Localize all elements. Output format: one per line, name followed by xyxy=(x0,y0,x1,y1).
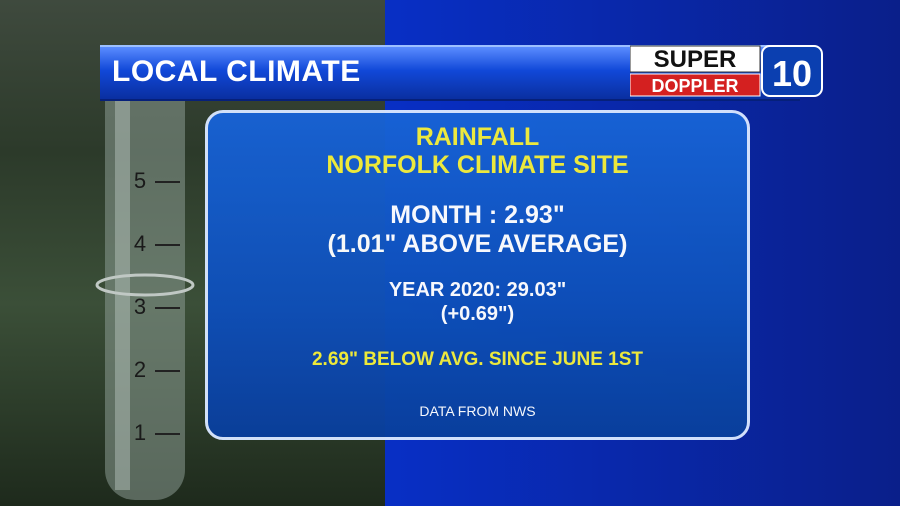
logo-top xyxy=(630,45,761,73)
logo-badge xyxy=(761,45,823,97)
gauge-label: 4 xyxy=(134,231,146,256)
year-departure: (+0.69") xyxy=(440,303,515,325)
panel-title: RAINFALL xyxy=(415,123,540,151)
info-panel: RAINFALL NORFOLK CLIMATE SITE MONTH : 2.… xyxy=(205,110,750,440)
logo-line2: DOPPLER xyxy=(651,76,738,96)
logo-number: 10 xyxy=(772,53,812,94)
year-total: YEAR 2020: 29.03" xyxy=(388,279,567,301)
panel-subtitle: NORFOLK CLIMATE SITE xyxy=(326,151,629,179)
gauge-shine xyxy=(115,80,130,490)
logo-bottom xyxy=(630,73,761,97)
gauge-label: 1 xyxy=(134,420,146,445)
gauge-tube xyxy=(105,70,185,500)
gauge-label: 2 xyxy=(134,357,146,382)
gauge-label: 5 xyxy=(134,168,146,193)
source: DATA FROM NWS xyxy=(419,403,536,419)
header-title: LOCAL CLIMATE xyxy=(112,55,361,88)
logo: SUPER DOPPLER 10 xyxy=(630,45,823,97)
gauge: 5 4 3 2 1 xyxy=(95,70,195,500)
logo-line1: SUPER xyxy=(654,46,737,73)
season-note: 2.69" BELOW AVG. SINCE JUNE 1ST xyxy=(311,349,644,370)
gauge-label: 3 xyxy=(134,294,146,319)
month-total: MONTH : 2.93" xyxy=(390,201,565,229)
month-departure: (1.01" ABOVE AVERAGE) xyxy=(327,230,628,258)
gauge-ring xyxy=(95,273,195,297)
